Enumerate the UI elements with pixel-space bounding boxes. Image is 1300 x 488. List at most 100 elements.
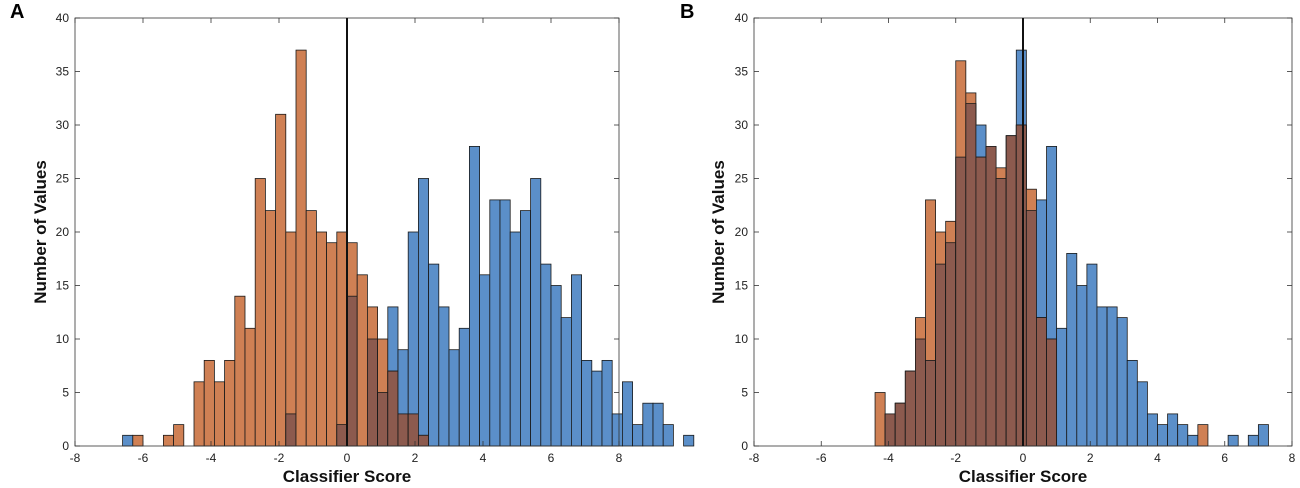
- bar-overlap: [1025, 210, 1037, 447]
- bar-overlap: [417, 434, 429, 447]
- bar-series1: [122, 434, 134, 447]
- bar-overlap: [925, 359, 936, 447]
- bar-series1: [1157, 424, 1168, 447]
- bar-series1: [417, 178, 429, 447]
- bar-series1: [1086, 263, 1098, 447]
- bar-series1: [591, 370, 603, 447]
- bar-overlap: [366, 338, 378, 447]
- bar-overlap: [884, 413, 896, 447]
- bar-series1: [499, 199, 511, 447]
- bar-overlap: [915, 338, 926, 447]
- bar-overlap: [894, 402, 906, 447]
- bar-series2: [254, 178, 266, 447]
- bar-overlap: [935, 263, 947, 447]
- bar-series1: [1126, 359, 1138, 447]
- bar-series1: [1187, 434, 1199, 447]
- x-tick-label: 6: [548, 451, 555, 465]
- bar-overlap: [985, 145, 997, 447]
- bar-series1: [530, 178, 542, 447]
- y-tick-label: 5: [741, 386, 748, 400]
- bar-series1: [652, 402, 664, 447]
- y-tick-label: 20: [735, 225, 749, 239]
- bar-series1: [601, 359, 613, 447]
- bar-overlap: [975, 156, 987, 447]
- bar-series1: [1177, 424, 1189, 447]
- bar-overlap: [377, 392, 389, 447]
- x-tick-label: -6: [816, 451, 827, 465]
- bar-series2: [874, 392, 886, 447]
- bar-series1: [1136, 381, 1148, 447]
- bar-series1: [1167, 413, 1179, 447]
- bar-series1: [622, 381, 634, 447]
- x-tick-label: -8: [70, 451, 81, 465]
- y-axis-title: Number of Values: [709, 160, 728, 304]
- bar-overlap: [945, 242, 957, 447]
- bar-series1: [1096, 306, 1108, 447]
- bar-series1: [611, 413, 623, 447]
- bar-series1: [1227, 434, 1239, 447]
- y-tick-label: 15: [56, 279, 70, 293]
- bar-series1: [438, 306, 450, 447]
- x-tick-label: 8: [616, 451, 623, 465]
- bar-overlap: [995, 178, 1007, 447]
- bar-series2: [224, 359, 236, 447]
- x-tick-label: -4: [883, 451, 894, 465]
- bar-overlap: [346, 295, 358, 447]
- y-tick-label: 10: [735, 332, 749, 346]
- x-tick-label: 2: [412, 451, 419, 465]
- y-tick-label: 20: [56, 225, 70, 239]
- x-tick-label: 0: [1020, 451, 1027, 465]
- x-tick-label: 4: [480, 451, 487, 465]
- bar-series2: [132, 434, 144, 447]
- bar-series1: [642, 402, 654, 447]
- bar-series1: [468, 145, 480, 447]
- bar-series2: [173, 424, 185, 447]
- bar-overlap: [407, 413, 419, 447]
- bar-series1: [571, 274, 583, 447]
- bar-series1: [428, 263, 440, 447]
- bar-series1: [1076, 285, 1088, 447]
- bar-series1: [1247, 434, 1259, 447]
- bar-series2: [356, 274, 368, 447]
- y-tick-label: 25: [735, 172, 749, 186]
- x-axis-title: Classifier Score: [959, 467, 1088, 486]
- bar-series2: [193, 381, 205, 447]
- bar-series1: [560, 317, 572, 447]
- y-tick-label: 0: [62, 439, 69, 453]
- bar-series1: [632, 424, 644, 447]
- bar-series1: [1147, 413, 1158, 447]
- x-tick-label: -6: [138, 451, 149, 465]
- bar-series1: [458, 327, 470, 447]
- y-tick-label: 5: [62, 386, 69, 400]
- x-axis-title: Classifier Score: [283, 467, 412, 486]
- x-tick-label: -2: [950, 451, 961, 465]
- bar-series2: [203, 359, 215, 447]
- bar-series1: [550, 285, 562, 447]
- bar-series1: [662, 424, 674, 447]
- bar-series1: [1066, 252, 1078, 447]
- bar-series1: [448, 349, 460, 447]
- bar-series2: [162, 434, 174, 447]
- bar-series1: [581, 359, 593, 447]
- y-tick-label: 40: [735, 11, 749, 25]
- bar-overlap: [336, 424, 348, 447]
- bar-series1: [1106, 306, 1118, 447]
- y-tick-label: 30: [56, 118, 70, 132]
- bar-series2: [295, 49, 307, 447]
- x-tick-label: 8: [1289, 451, 1296, 465]
- y-tick-label: 30: [735, 118, 749, 132]
- histogram-bars: [122, 49, 695, 447]
- y-tick-label: 0: [741, 439, 748, 453]
- y-tick-label: 25: [56, 172, 70, 186]
- bar-series2: [234, 295, 246, 447]
- y-tick-label: 40: [56, 11, 70, 25]
- panel-a: A -8 -6 -4 -2 0 2 4 6 8 0 5 10 15 20 25 30 35 40 Classifier…: [10, 1, 695, 486]
- bar-series2: [244, 327, 256, 447]
- bar-series2: [305, 210, 317, 447]
- x-tick-label: 2: [1087, 451, 1094, 465]
- bar-overlap: [955, 156, 967, 447]
- bar-series2: [1197, 424, 1209, 447]
- bar-overlap: [1036, 317, 1047, 447]
- bar-series2: [275, 113, 287, 447]
